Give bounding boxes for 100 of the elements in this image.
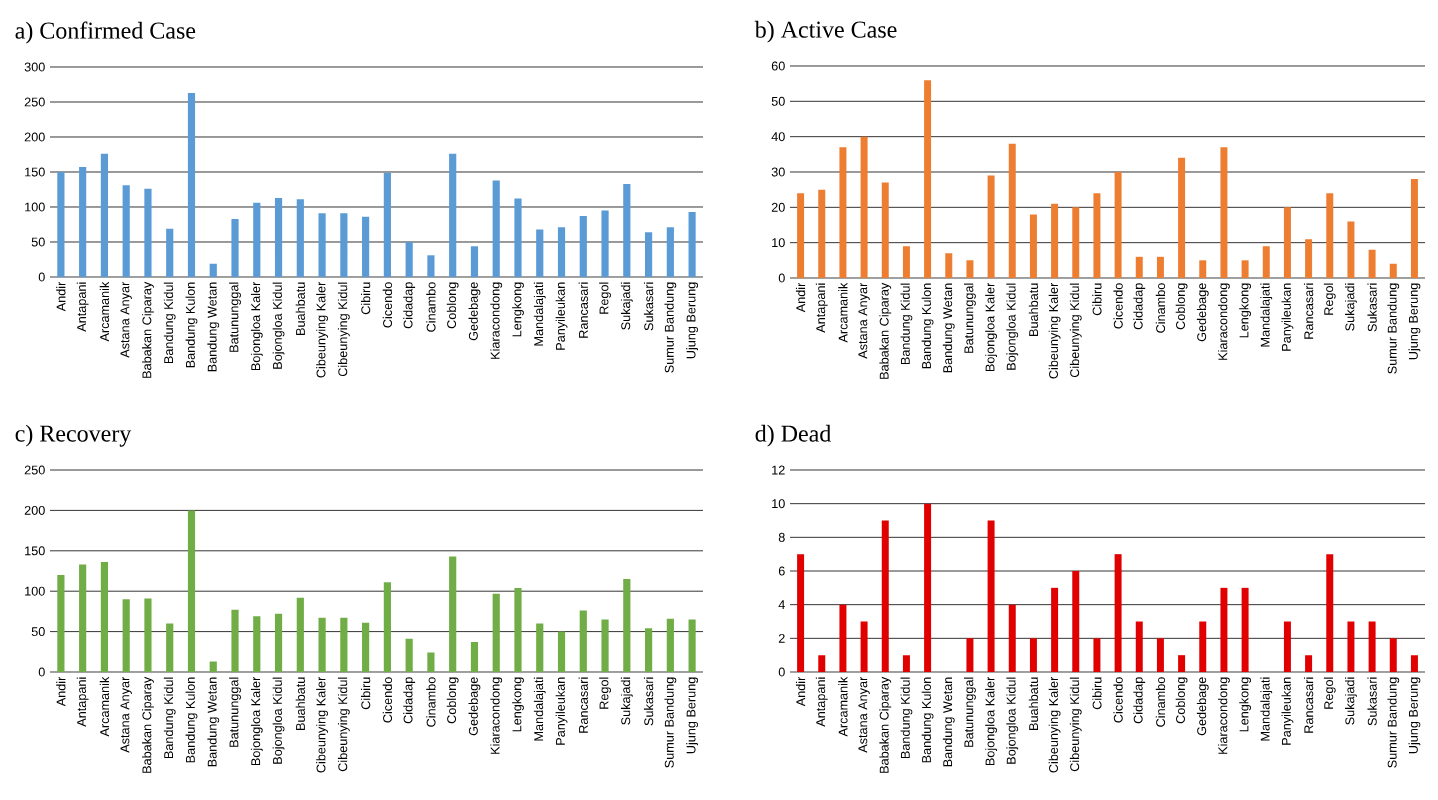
bar — [601, 619, 609, 672]
x-tick-label: Bojongloa Kaler — [250, 281, 263, 371]
x-tick-label: Panyileukan — [1281, 283, 1294, 351]
x-tick-label: Bandung Kidul — [163, 282, 176, 364]
x-tick-label: Panyileukan — [1281, 677, 1294, 745]
bar — [945, 253, 953, 278]
x-tick-label: Cibeunying Kidul — [337, 282, 350, 377]
bar — [1326, 193, 1334, 278]
x-tick-label: Ujung Berung — [686, 677, 699, 754]
y-tick-label: 200 — [24, 505, 45, 515]
bar — [1283, 207, 1291, 278]
bar — [1389, 263, 1397, 278]
x-tick-label: Cibeunying Kaler — [316, 281, 328, 378]
bar — [122, 185, 130, 277]
x-tick-label: Coblong — [446, 282, 459, 329]
bar — [1326, 554, 1334, 672]
x-tick-label: Regol — [599, 282, 611, 314]
x-tick-label: Rancasari — [1303, 283, 1314, 339]
x-tick-label: Batununggal — [229, 677, 241, 747]
x-tick-label: Sukasari — [643, 282, 654, 331]
bar — [1410, 655, 1418, 672]
y-tick-label: 10 — [772, 238, 785, 248]
bar — [881, 182, 889, 278]
bar — [144, 188, 152, 277]
bar — [383, 172, 391, 277]
chart-title: c) Recovery — [15, 424, 132, 447]
bar — [79, 167, 87, 277]
x-tick-label: Babakan Ciparay — [879, 282, 892, 379]
x-tick-label: Buahbatu — [1028, 283, 1039, 336]
x-tick-label: Gedebage — [1196, 283, 1209, 342]
x-tick-label: Rancasari — [1303, 677, 1314, 733]
bar — [492, 593, 500, 672]
bar — [1241, 587, 1249, 672]
x-tick-label: Cibeunying Kidul — [337, 677, 350, 772]
x-tick-label: Coblong — [1175, 283, 1188, 330]
y-tick-label: 100 — [25, 586, 45, 596]
bar — [666, 227, 674, 277]
bar — [1305, 655, 1313, 672]
x-tick-label: Cibeunying Kidul — [1069, 677, 1082, 772]
x-tick-label: Babakan Ciparay — [142, 281, 154, 378]
x-tick-label: Antapani — [76, 677, 89, 727]
y-tick-label: 200 — [24, 132, 45, 142]
x-tick-label: Sumur Bandung — [664, 677, 677, 768]
x-tick-label: Buahbatu — [295, 282, 305, 335]
bar — [579, 610, 587, 672]
bar — [536, 229, 544, 277]
bar — [1262, 246, 1270, 278]
x-tick-label: Babakan Ciparay — [142, 676, 154, 773]
x-tick-label: Gedebage — [1196, 677, 1209, 736]
y-tick-label: 40 — [771, 132, 785, 142]
bar — [100, 153, 109, 277]
bar — [253, 616, 261, 672]
bar — [557, 227, 566, 277]
bar — [1241, 260, 1249, 278]
y-tick-label: 60 — [771, 61, 785, 71]
x-tick-label: Lengkong — [512, 677, 524, 732]
bar — [340, 617, 348, 672]
x-tick-label: Cidadap — [1133, 677, 1146, 724]
bar — [987, 520, 995, 672]
bar — [1008, 143, 1016, 278]
bar — [924, 503, 932, 672]
y-tick-label: 2 — [778, 633, 785, 643]
x-tick-label: Astana Anyar — [858, 676, 870, 753]
x-tick-label: Kiaracondong — [1218, 677, 1230, 754]
x-tick-label: Andir — [795, 676, 806, 707]
bar — [340, 213, 348, 277]
x-tick-label: Gedebage — [468, 282, 481, 341]
x-tick-label: Coblong — [446, 677, 459, 724]
bar — [966, 260, 974, 278]
bar — [1305, 239, 1313, 278]
y-tick-label: 50 — [771, 96, 785, 106]
x-tick-label: Cibiru — [1092, 677, 1102, 710]
x-tick-label: Ujung Berung — [686, 282, 699, 359]
x-tick-label: Bandung Kulon — [185, 677, 198, 763]
bar — [166, 228, 174, 277]
bar — [449, 153, 457, 277]
x-tick-label: Mandalajati — [533, 282, 546, 346]
bar — [924, 80, 932, 278]
x-tick-label: Cibeunying Kaler — [1048, 676, 1061, 773]
y-tick-label: 250 — [24, 465, 45, 475]
x-tick-label: Bandung Kulon — [185, 282, 198, 368]
bar — [1410, 179, 1418, 278]
x-tick-label: Lengkong — [1239, 283, 1252, 338]
x-tick-label: Astana Anyar — [120, 281, 132, 358]
bar — [645, 628, 653, 672]
bar — [296, 199, 304, 277]
bar — [881, 520, 889, 672]
y-tick-label: 150 — [25, 546, 45, 556]
x-tick-label: Cibiru — [1092, 283, 1102, 316]
x-tick-label: Batununggal — [964, 283, 976, 353]
x-tick-label: Cibeunying Kaler — [1048, 282, 1061, 379]
x-tick-label: Sukajadi — [620, 677, 633, 725]
bar — [1135, 256, 1143, 278]
bar — [1051, 587, 1059, 672]
x-tick-label: Antapani — [76, 282, 89, 332]
bar — [296, 597, 304, 672]
x-tick-label: Andir — [56, 676, 66, 707]
bar — [1072, 207, 1080, 278]
bar — [427, 652, 435, 672]
bar — [860, 621, 868, 672]
